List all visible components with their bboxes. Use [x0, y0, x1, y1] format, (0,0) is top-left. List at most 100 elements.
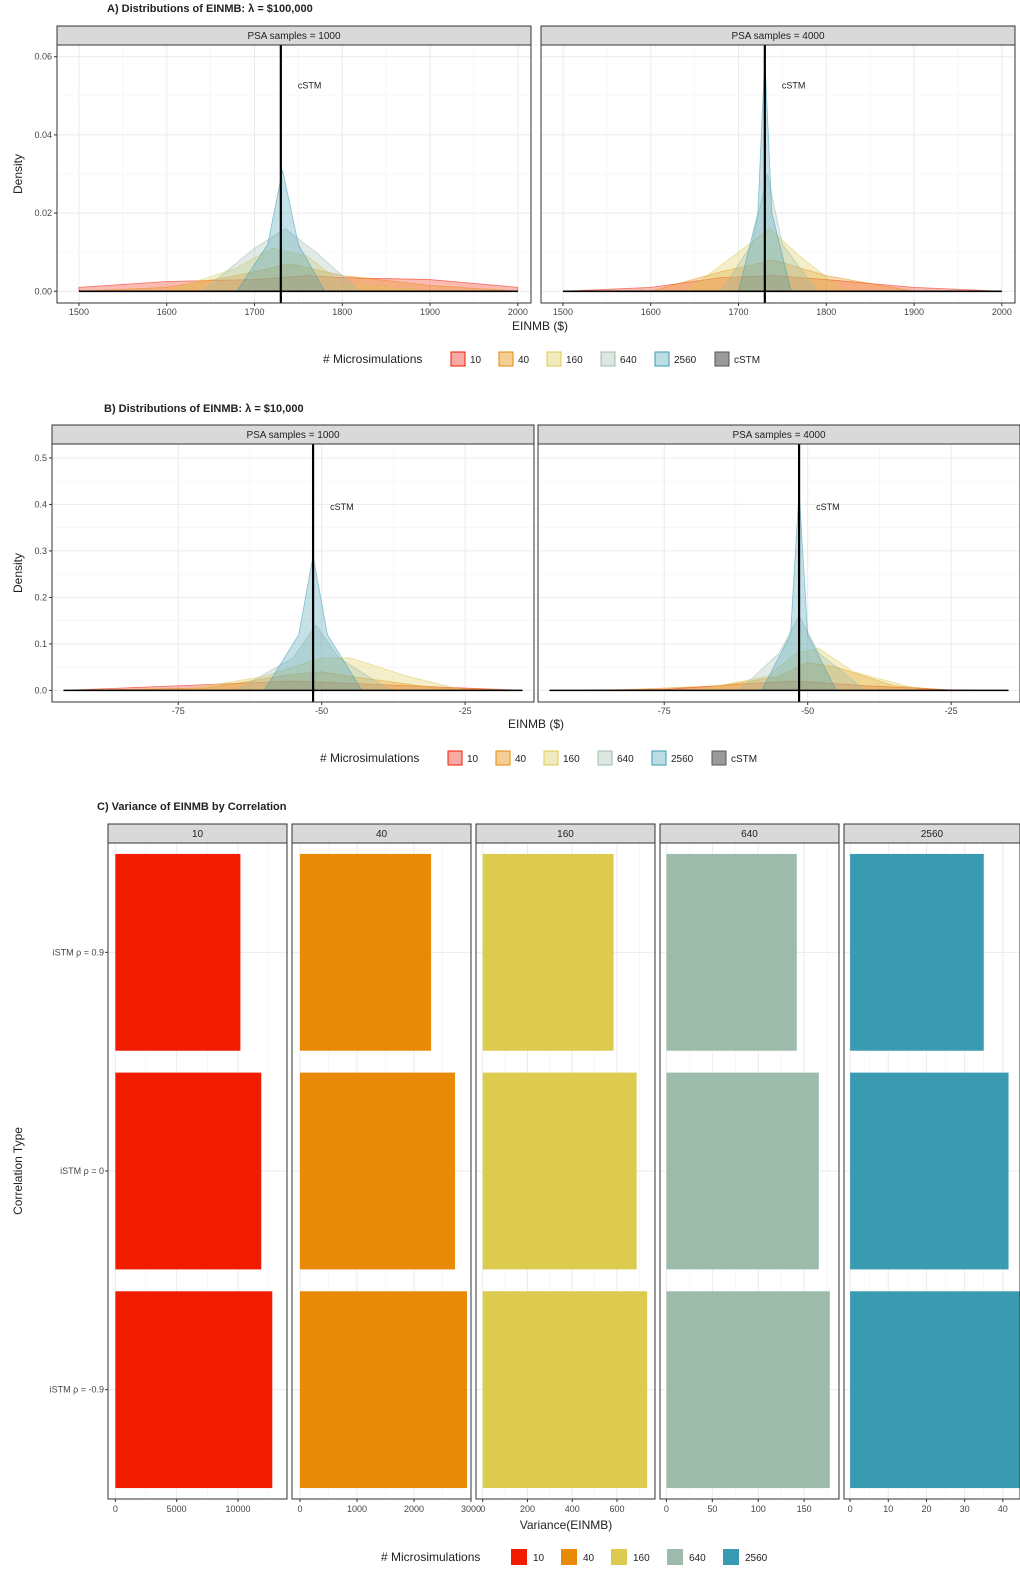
x-tick-label: 3000: [461, 1504, 481, 1514]
y-tick-label: 0.02: [34, 208, 52, 218]
x-tick-label: 0: [480, 1504, 485, 1514]
legend-label: 160: [566, 355, 583, 366]
x-tick-label: 2000: [992, 307, 1012, 317]
facet-strip-label: 40: [376, 829, 388, 840]
legend-label: 640: [689, 1553, 706, 1564]
panel-border: [56, 44, 532, 304]
y-tick-label: 0.06: [34, 52, 52, 62]
panel-border: [540, 44, 1016, 304]
panel-border: [659, 842, 840, 1500]
legend-key-40: [495, 750, 511, 766]
legend-label: 10: [533, 1553, 545, 1564]
x-axis-label: Variance(EINMB): [520, 1518, 612, 1532]
x-tick-label: 1500: [553, 307, 573, 317]
x-tick-label: 0: [664, 1504, 669, 1514]
x-tick-label: 0: [848, 1504, 853, 1514]
legend-key-160: [611, 1549, 627, 1565]
x-tick-label: 1700: [728, 307, 748, 317]
legend-key-640: [667, 1549, 683, 1565]
chart-title: C) Variance of EINMB by Correlation: [97, 801, 287, 813]
facet-panel: 10 0 5000 10000: [107, 823, 288, 1514]
plot-background: [52, 444, 534, 702]
y-axis-label: Correlation Type: [11, 1127, 25, 1215]
bar-40-0: [299, 853, 432, 1051]
panel-border: [537, 443, 1020, 703]
x-tick-label: 2000: [508, 307, 528, 317]
legend-label: cSTM: [734, 355, 760, 366]
x-tick-label: 1600: [157, 307, 177, 317]
x-tick-label: 600: [609, 1504, 624, 1514]
facet-panel: PSA samples = 4000 cSTM 1500 1600 1700 1800 19…: [540, 25, 1016, 317]
legend-key-2560: [651, 750, 667, 766]
legend-key-10: [447, 750, 463, 766]
legend-label: 2560: [671, 754, 694, 765]
facet-panel: PSA samples = 1000 cSTM 1500 1600 1700 1800 19…: [34, 25, 532, 317]
facet-panel: PSA samples = 1000 cSTM -75 -50 -25 0.0 0.1 0.2…: [34, 424, 535, 716]
bar-640-0: [666, 853, 797, 1051]
bar-160-2: [482, 1291, 648, 1489]
panel-border: [291, 842, 472, 1500]
legend-key-2560: [723, 1549, 739, 1565]
legend-label: 160: [633, 1553, 650, 1564]
x-tick-label: -25: [945, 706, 958, 716]
legend: # Microsimulations 10 40 160 640 2560 cSTM: [320, 750, 757, 766]
facet-strip-label: 640: [741, 829, 758, 840]
x-tick-label: 20: [921, 1504, 931, 1514]
x-tick-label: 150: [797, 1504, 812, 1514]
density-chart-b: B) Distributions of EINMB: λ = $10,000 PS…: [11, 403, 1020, 766]
density-series-10: [78, 275, 519, 292]
bar-2560-1: [850, 1072, 1009, 1270]
y-tick-label: 0.04: [34, 130, 52, 140]
legend-label: 160: [563, 754, 580, 765]
legend-label: 10: [470, 355, 482, 366]
legend-label: 2560: [745, 1553, 768, 1564]
legend-label: 40: [515, 754, 527, 765]
x-axis-label: EINMB ($): [508, 717, 564, 731]
y-tick-label: 0.5: [34, 453, 47, 463]
chart-title: B) Distributions of EINMB: λ = $10,000: [104, 403, 304, 415]
x-tick-label: 10000: [225, 1504, 250, 1514]
x-tick-label: 100: [751, 1504, 766, 1514]
reference-line-label: cSTM: [816, 502, 840, 512]
legend-label: 640: [620, 355, 637, 366]
x-tick-label: 1000: [347, 1504, 367, 1514]
legend: # Microsimulations 10 40 160 640 2560 cSTM: [323, 351, 760, 367]
bar-2560-0: [850, 853, 984, 1051]
facet-strip-label: PSA samples = 1000: [247, 31, 341, 42]
bar-10-1: [115, 1072, 262, 1270]
reference-line-label: cSTM: [782, 81, 806, 91]
legend-key-cSTM: [714, 351, 730, 367]
x-tick-label: -75: [658, 706, 671, 716]
facet-panel: 640 0 50 100 150: [659, 823, 840, 1514]
density-chart-a: A) Distributions of EINMB: λ = $100,000 P…: [11, 3, 1016, 367]
facet-panel: PSA samples = 4000 cSTM -75 -50 -25: [537, 424, 1020, 716]
legend-label: 10: [467, 754, 479, 765]
x-tick-label: 1700: [244, 307, 264, 317]
y-tick-label: iSTM ρ = 0.9: [53, 947, 104, 957]
bar-640-1: [666, 1072, 819, 1270]
panel-border: [475, 842, 656, 1500]
x-tick-label: 1500: [69, 307, 89, 317]
legend-label: cSTM: [731, 754, 757, 765]
legend-key-10: [450, 351, 466, 367]
legend-key-cSTM: [711, 750, 727, 766]
y-axis-label: Density: [11, 553, 25, 593]
legend-title: # Microsimulations: [320, 751, 419, 765]
density-series-40: [78, 263, 518, 292]
x-tick-label: 200: [520, 1504, 535, 1514]
facet-panel: 160 0 200 400 600: [475, 823, 656, 1514]
facet-strip-label: 2560: [921, 829, 944, 840]
x-tick-label: 1900: [420, 307, 440, 317]
bar-10-0: [115, 853, 241, 1051]
x-tick-label: -25: [459, 706, 472, 716]
plot-background: [538, 444, 1020, 702]
x-tick-label: 0: [113, 1504, 118, 1514]
bar-10-2: [115, 1291, 273, 1489]
x-tick-label: 50: [707, 1504, 717, 1514]
facet-strip-label: 10: [192, 829, 204, 840]
legend-key-10: [511, 1549, 527, 1565]
y-tick-label: 0.4: [34, 499, 47, 509]
bar-640-2: [666, 1291, 830, 1489]
legend-title: # Microsimulations: [323, 352, 422, 366]
